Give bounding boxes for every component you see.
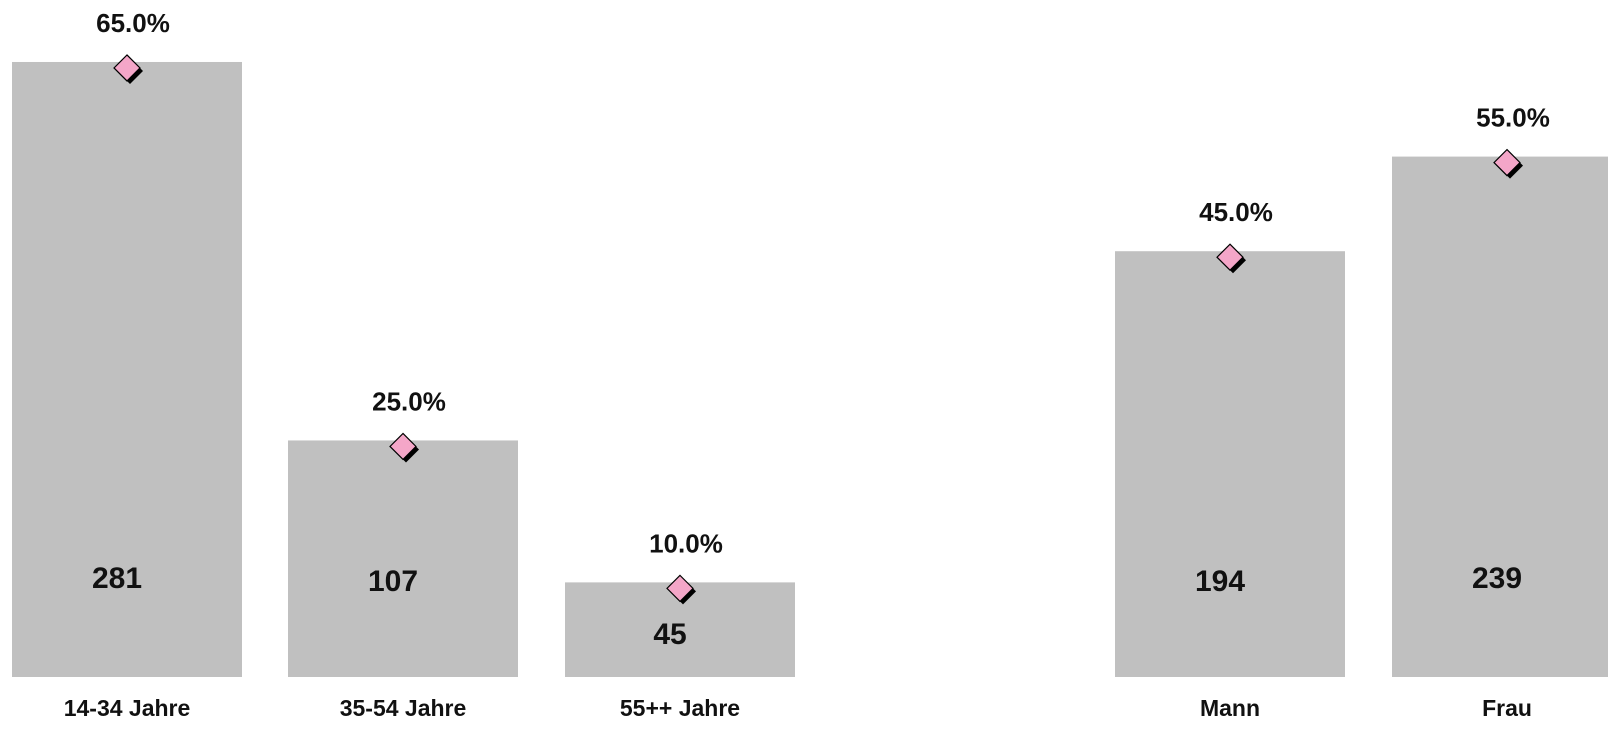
percent-label: 65.0% [96, 8, 170, 38]
bar-count-label: 107 [368, 565, 418, 598]
bar-count-label: 45 [653, 618, 686, 651]
category-label: Mann [1200, 695, 1260, 721]
marker-diamond [1493, 148, 1521, 177]
bar-0-0 [12, 61, 242, 678]
marker-diamond [666, 574, 694, 603]
bar-count-label: 281 [92, 562, 142, 595]
percent-label: 25.0% [372, 386, 446, 416]
bar-count-label: 194 [1195, 565, 1245, 598]
bar-1-1 [1392, 156, 1608, 678]
percent-label: 45.0% [1199, 197, 1273, 227]
bar-1-0 [1115, 251, 1345, 677]
marker-diamond [1216, 243, 1244, 272]
category-label: Frau [1482, 695, 1532, 721]
category-label: 14-34 Jahre [64, 695, 191, 721]
percent-label: 10.0% [649, 528, 723, 558]
category-label: 35-54 Jahre [340, 695, 467, 721]
bar-count-label: 239 [1472, 562, 1522, 595]
percent-label: 55.0% [1476, 103, 1550, 133]
marker-diamond [113, 54, 141, 82]
bar-0-1 [288, 440, 518, 677]
category-label: 55++ Jahre [620, 695, 740, 721]
marker-diamond [389, 432, 417, 461]
